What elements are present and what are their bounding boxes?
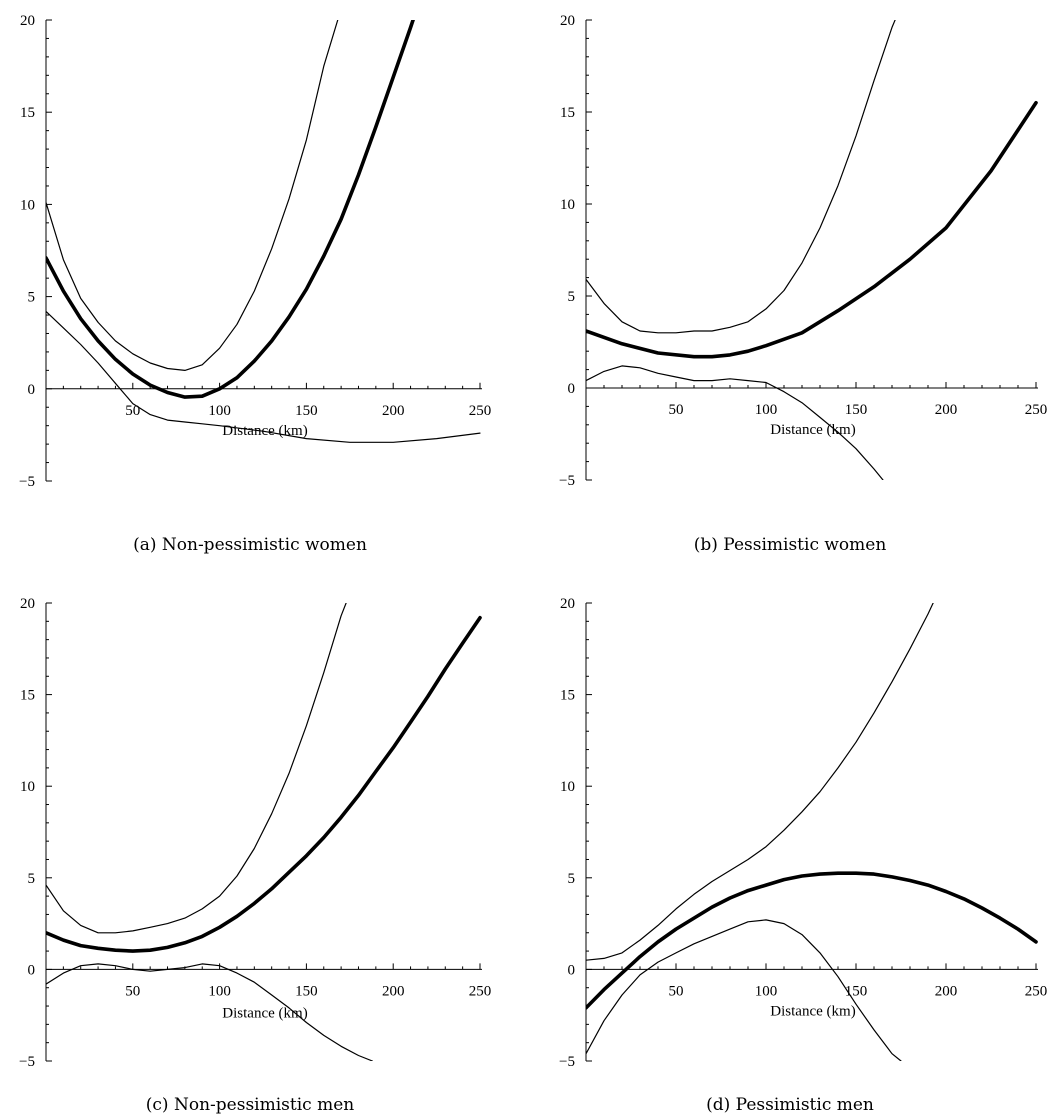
- x-tick-label: 50: [125, 403, 140, 419]
- x-tick-label: 250: [469, 983, 492, 999]
- panel-c-non-pessimistic-men: −5 0 5 10 15 20 50 100 150 200 250 Distance (km): [19, 596, 492, 1070]
- series-line-bound: [586, 603, 934, 961]
- y-tick-label: 15: [20, 688, 35, 704]
- x-tick-label: 250: [1025, 402, 1047, 418]
- x-tick-label: 50: [669, 983, 684, 999]
- series-line-estimate: [46, 615, 482, 953]
- series-line-bound: [46, 963, 373, 1061]
- series-line-bound: [46, 20, 339, 371]
- y-tick-label: 10: [560, 779, 575, 795]
- x-tick-label: 100: [755, 983, 778, 999]
- y-tick-label: −5: [19, 1054, 35, 1070]
- caption-a: (a) Non-pessimistic women: [133, 535, 367, 555]
- caption-b: (b) Pessimistic women: [694, 535, 887, 555]
- x-tick-label: 150: [295, 403, 318, 419]
- series-line-estimate: [586, 101, 1038, 359]
- x-tick-label: 200: [382, 983, 405, 999]
- y-tick-label: 20: [560, 596, 575, 612]
- x-tick-label: 150: [295, 983, 318, 999]
- y-tick-label: −5: [559, 473, 575, 489]
- y-tick-label: −5: [559, 1054, 575, 1070]
- y-tick-label: 0: [28, 382, 36, 398]
- y-tick-label: 10: [20, 779, 35, 795]
- x-tick-label: 100: [208, 403, 231, 419]
- x-axis-label: Distance (km): [770, 1003, 855, 1019]
- y-tick-label: 15: [560, 688, 575, 704]
- y-tick-label: 5: [28, 871, 36, 887]
- y-tick-label: 20: [20, 596, 35, 612]
- y-tick-label: 15: [560, 105, 575, 121]
- series-line-bound: [586, 919, 902, 1061]
- x-tick-label: 250: [1025, 983, 1047, 999]
- y-tick-label: 15: [20, 105, 35, 121]
- y-tick-label: 20: [20, 13, 35, 29]
- x-axis-label: Distance (km): [222, 1005, 307, 1021]
- y-tick-label: 5: [568, 289, 576, 305]
- y-tick-label: 0: [568, 962, 576, 978]
- x-tick-label: 150: [845, 402, 868, 418]
- y-tick-label: 5: [28, 290, 36, 306]
- series-line-bound: [586, 365, 884, 480]
- x-axis-label: Distance (km): [770, 422, 855, 438]
- x-tick-label: 250: [469, 403, 492, 419]
- caption-d: (d) Pessimistic men: [706, 1095, 874, 1115]
- y-tick-label: 20: [560, 13, 575, 29]
- series-line-bound: [586, 20, 896, 334]
- x-tick-label: 200: [382, 403, 405, 419]
- panel-b-pessimistic-women: −5 0 5 10 15 20 50 100 150 200 250 Distance (km): [559, 13, 1047, 489]
- y-tick-label: −5: [19, 474, 35, 490]
- y-tick-label: 0: [568, 381, 576, 397]
- x-tick-label: 200: [935, 402, 958, 418]
- caption-c: (c) Non-pessimistic men: [146, 1095, 354, 1115]
- x-tick-label: 50: [669, 402, 684, 418]
- series-line-bound: [46, 310, 481, 443]
- x-tick-label: 100: [208, 983, 231, 999]
- y-tick-label: 5: [568, 871, 576, 887]
- y-tick-label: 0: [28, 962, 36, 978]
- series-line-bound: [46, 603, 347, 934]
- series-line-estimate: [46, 20, 415, 399]
- x-tick-label: 100: [755, 402, 778, 418]
- x-tick-label: 200: [935, 983, 958, 999]
- x-tick-label: 50: [125, 983, 140, 999]
- y-tick-label: 10: [560, 197, 575, 213]
- y-tick-label: 10: [20, 197, 35, 213]
- series-line-estimate: [586, 871, 1038, 1010]
